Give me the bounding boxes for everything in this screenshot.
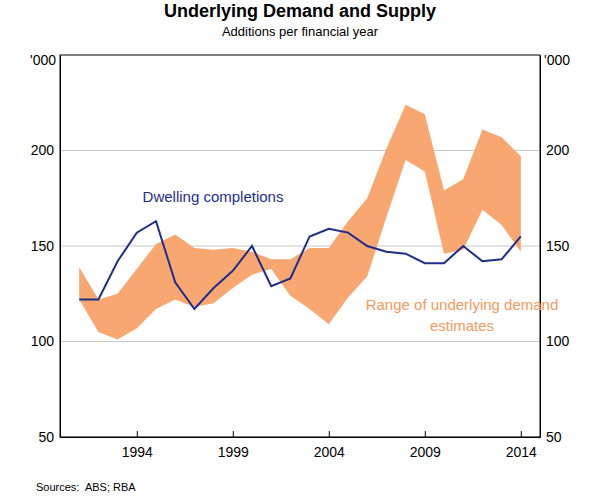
tick-label: 200: [31, 142, 55, 158]
grid-line: [60, 150, 540, 151]
y2-axis: 50 100 150 200: [540, 56, 570, 445]
y2-unit: '000: [544, 52, 570, 68]
tick: 1994: [122, 431, 153, 460]
tick: 2014: [506, 431, 537, 460]
grid-line: [60, 246, 540, 247]
tick-label: 150: [31, 238, 55, 254]
chart: Underlying Demand and Supply Additions pe…: [0, 0, 600, 497]
tick-label: 150: [546, 238, 570, 254]
tick-label: 100: [31, 333, 55, 349]
axis-line: [540, 56, 541, 438]
axis-line: [60, 56, 61, 438]
tick: 100: [31, 333, 60, 349]
tick: 2004: [314, 431, 345, 460]
y-unit: '000: [30, 52, 56, 68]
tick-label: 1994: [122, 444, 153, 460]
tick: 1999: [218, 431, 249, 460]
tick: 100: [540, 333, 570, 349]
title: Underlying Demand and Supply: [164, 1, 436, 21]
tick-mark: [521, 431, 522, 437]
tick-label: 100: [546, 333, 570, 349]
tick-label: 2004: [314, 444, 345, 460]
source: Sources: ABS; RBA: [36, 481, 136, 493]
tick-label: 2014: [506, 444, 537, 460]
tick-mark: [425, 431, 426, 437]
tick: 150: [540, 238, 570, 254]
tick-label: 1999: [218, 444, 249, 460]
tick-mark: [329, 431, 330, 437]
tick: 200: [540, 142, 570, 158]
tick-label: 50: [546, 429, 562, 445]
tick-label: 50: [38, 429, 54, 445]
tick: 200: [31, 142, 60, 158]
y-axis: 50 100 150 200: [31, 56, 61, 445]
tick-label: 200: [546, 142, 570, 158]
axis-line: [61, 437, 541, 438]
tick-mark: [137, 431, 138, 437]
series-label: Range of underlying demandestimates: [366, 296, 559, 334]
tick: 150: [31, 238, 60, 254]
tick: 50: [540, 429, 562, 445]
tick: 2009: [410, 431, 441, 460]
tick-label: 2009: [410, 444, 441, 460]
grid-line: [60, 341, 540, 342]
tick: 50: [38, 429, 60, 445]
series-label: Dwelling completions: [143, 188, 284, 205]
x-axis: 1994 1999 2004 2009 2014: [61, 431, 541, 460]
subtitle: Additions per financial year: [222, 24, 379, 39]
tick-mark: [233, 431, 234, 437]
plot-frame: [60, 55, 540, 437]
